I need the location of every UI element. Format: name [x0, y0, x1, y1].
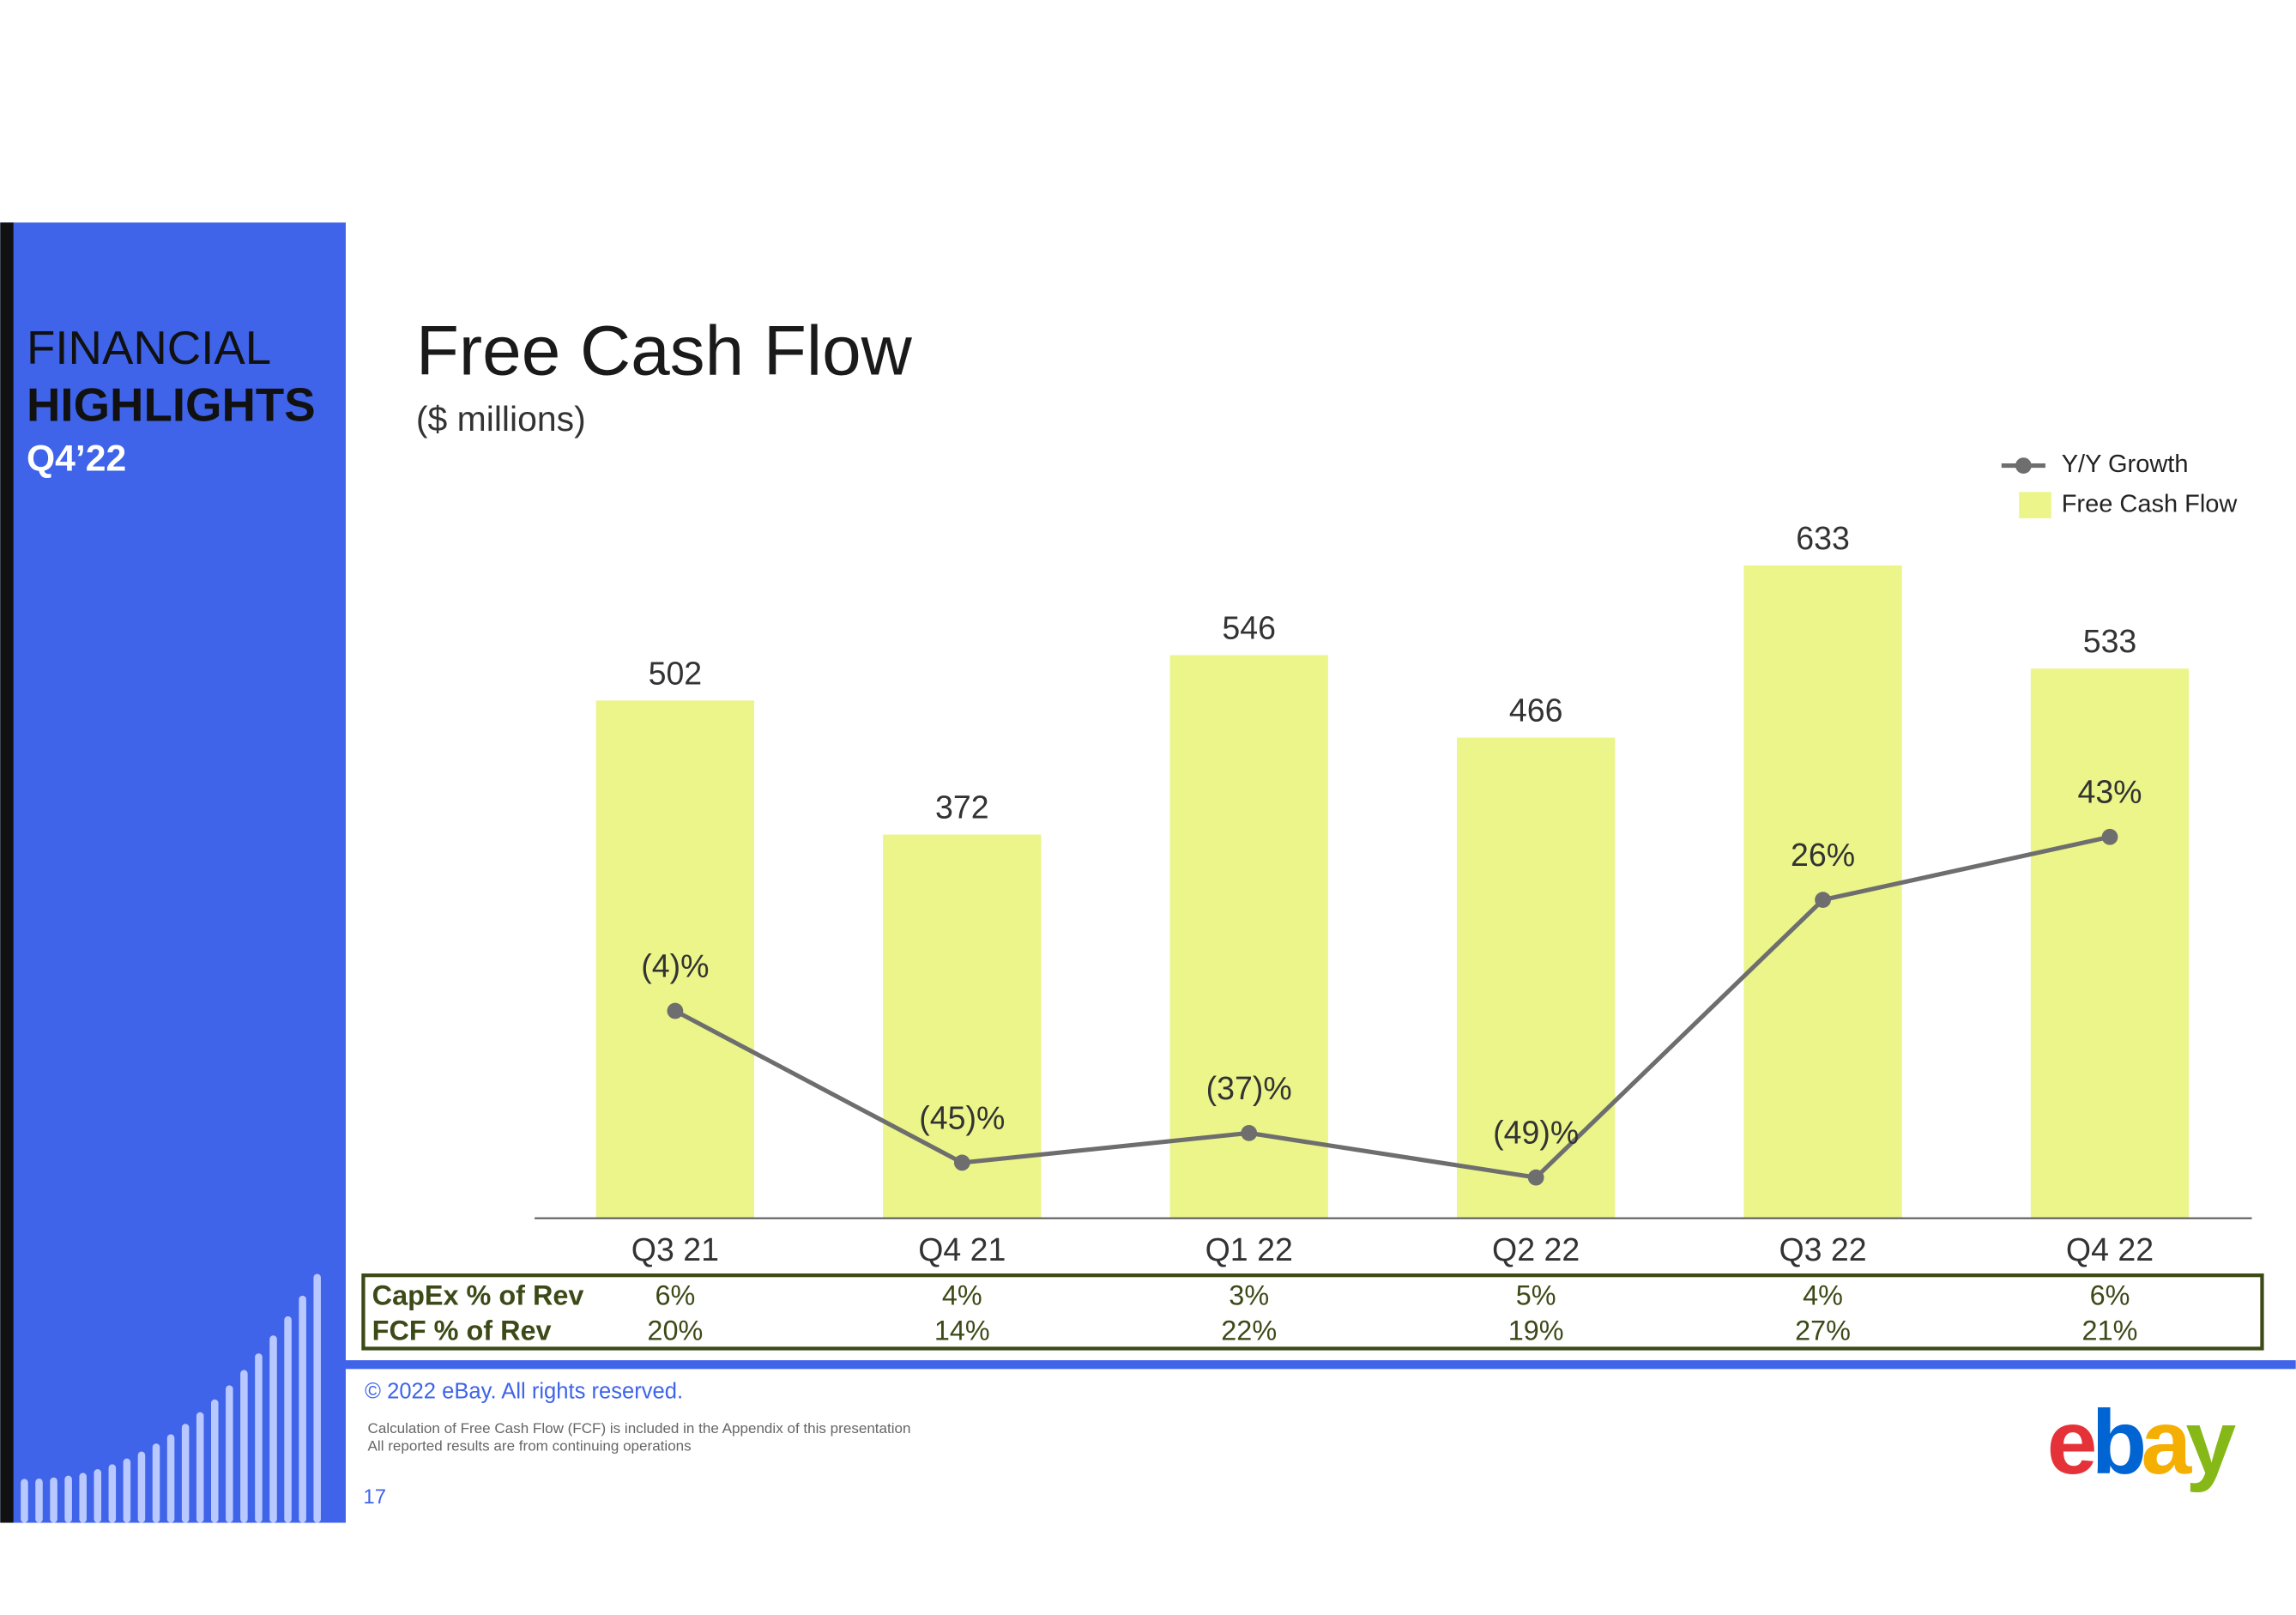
deco-bar	[108, 1464, 117, 1523]
deco-bar	[79, 1473, 87, 1523]
growth-point	[1527, 1169, 1544, 1186]
bar-value-label: 372	[935, 789, 989, 825]
growth-label: (45)%	[919, 1099, 1005, 1135]
bar	[883, 834, 1042, 1219]
sidebar-line1: FINANCIAL	[27, 322, 271, 374]
legend-label: Y/Y Growth	[2062, 451, 2189, 478]
bar-value-label: 466	[1509, 693, 1563, 729]
bar	[2030, 668, 2190, 1219]
legend-label: Free Cash Flow	[2062, 490, 2239, 517]
sidebar	[0, 222, 346, 1523]
table-cell: 6%	[655, 1279, 695, 1310]
deco-bar	[181, 1424, 190, 1523]
deco-bar	[94, 1469, 102, 1523]
table-cell: 6%	[2090, 1279, 2130, 1310]
growth-label: 43%	[2077, 774, 2142, 810]
deco-bar	[64, 1475, 72, 1523]
table-cell: 21%	[2082, 1315, 2138, 1346]
growth-line	[674, 834, 2111, 1180]
growth-label: (49)%	[1493, 1115, 1579, 1151]
x-tick-label: Q1 22	[1205, 1231, 1293, 1267]
page-number: 17	[363, 1485, 386, 1509]
deco-bar	[284, 1316, 292, 1523]
table-row-label: FCF % of Rev	[372, 1315, 552, 1346]
deco-bar	[123, 1458, 131, 1523]
x-tick-label: Q4 21	[918, 1231, 1006, 1267]
table-cell: 14%	[934, 1315, 990, 1346]
deco-bar	[196, 1412, 204, 1523]
sidebar-line3: Q4’22	[27, 439, 126, 480]
table-cell: 27%	[1795, 1315, 1851, 1346]
growth-label: (4)%	[641, 947, 709, 983]
logo-letter: e	[2047, 1392, 2095, 1493]
sidebar-decoration	[21, 1273, 321, 1523]
growth-point	[2101, 828, 2118, 845]
bar-value-label: 633	[1796, 520, 1850, 556]
logo-letter: b	[2092, 1392, 2144, 1493]
logo: ebay	[2047, 1392, 2237, 1493]
bar	[595, 700, 755, 1219]
table-cell: 4%	[1803, 1279, 1843, 1310]
growth-point	[953, 1154, 970, 1171]
bar-value-label: 533	[2083, 623, 2137, 659]
x-tick-label: Q4 22	[2066, 1231, 2154, 1267]
chart-title: Free Cash Flow	[416, 312, 913, 390]
deco-bar	[137, 1451, 146, 1523]
table-cell: 5%	[1516, 1279, 1556, 1310]
deco-bar	[226, 1385, 233, 1523]
note: All reported results are from continuing…	[368, 1437, 692, 1454]
deco-bar	[210, 1399, 219, 1523]
deco-bar	[35, 1478, 43, 1523]
table-row-label: CapEx % of Rev	[372, 1279, 584, 1310]
bar-value-label: 546	[1222, 609, 1276, 645]
x-tick-label: Q3 22	[1779, 1231, 1866, 1267]
legend-dot	[2015, 457, 2032, 474]
table-cell: 20%	[647, 1315, 703, 1346]
bar-value-label: 502	[649, 655, 703, 691]
table-cell: 3%	[1229, 1279, 1269, 1310]
bar	[1457, 737, 1616, 1219]
legend-swatch	[2019, 492, 2051, 519]
table-cell: 4%	[942, 1279, 982, 1310]
deco-bar	[240, 1370, 248, 1523]
growth-label: (37)%	[1206, 1070, 1292, 1106]
growth-point	[1815, 892, 1831, 909]
deco-bar	[50, 1477, 57, 1523]
growth-point	[1241, 1125, 1258, 1141]
deco-bar	[21, 1479, 28, 1523]
table-cell: 19%	[1508, 1315, 1564, 1346]
table-box	[361, 1273, 2264, 1351]
growth-label: 26%	[1791, 837, 1855, 873]
deco-bar	[152, 1443, 160, 1523]
sidebar-edge	[0, 222, 14, 1523]
divider	[345, 1360, 2296, 1370]
logo-letter: y	[2185, 1392, 2236, 1493]
growth-point	[667, 1002, 684, 1019]
sidebar-line2: HIGHLIGHTS	[27, 378, 316, 431]
deco-bar	[299, 1295, 306, 1523]
table-cell: 22%	[1221, 1315, 1277, 1346]
x-tick-label: Q3 21	[631, 1231, 719, 1267]
copyright: © 2022 eBay. All rights reserved.	[365, 1379, 683, 1403]
chart-subtitle: ($ millions)	[416, 399, 586, 439]
deco-bar	[255, 1353, 263, 1523]
deco-bar	[166, 1434, 175, 1523]
note: Calculation of Free Cash Flow (FCF) is i…	[368, 1420, 911, 1437]
deco-bar	[313, 1273, 321, 1523]
deco-bar	[269, 1335, 277, 1523]
x-tick-label: Q2 22	[1492, 1231, 1580, 1267]
bar	[1169, 655, 1328, 1219]
